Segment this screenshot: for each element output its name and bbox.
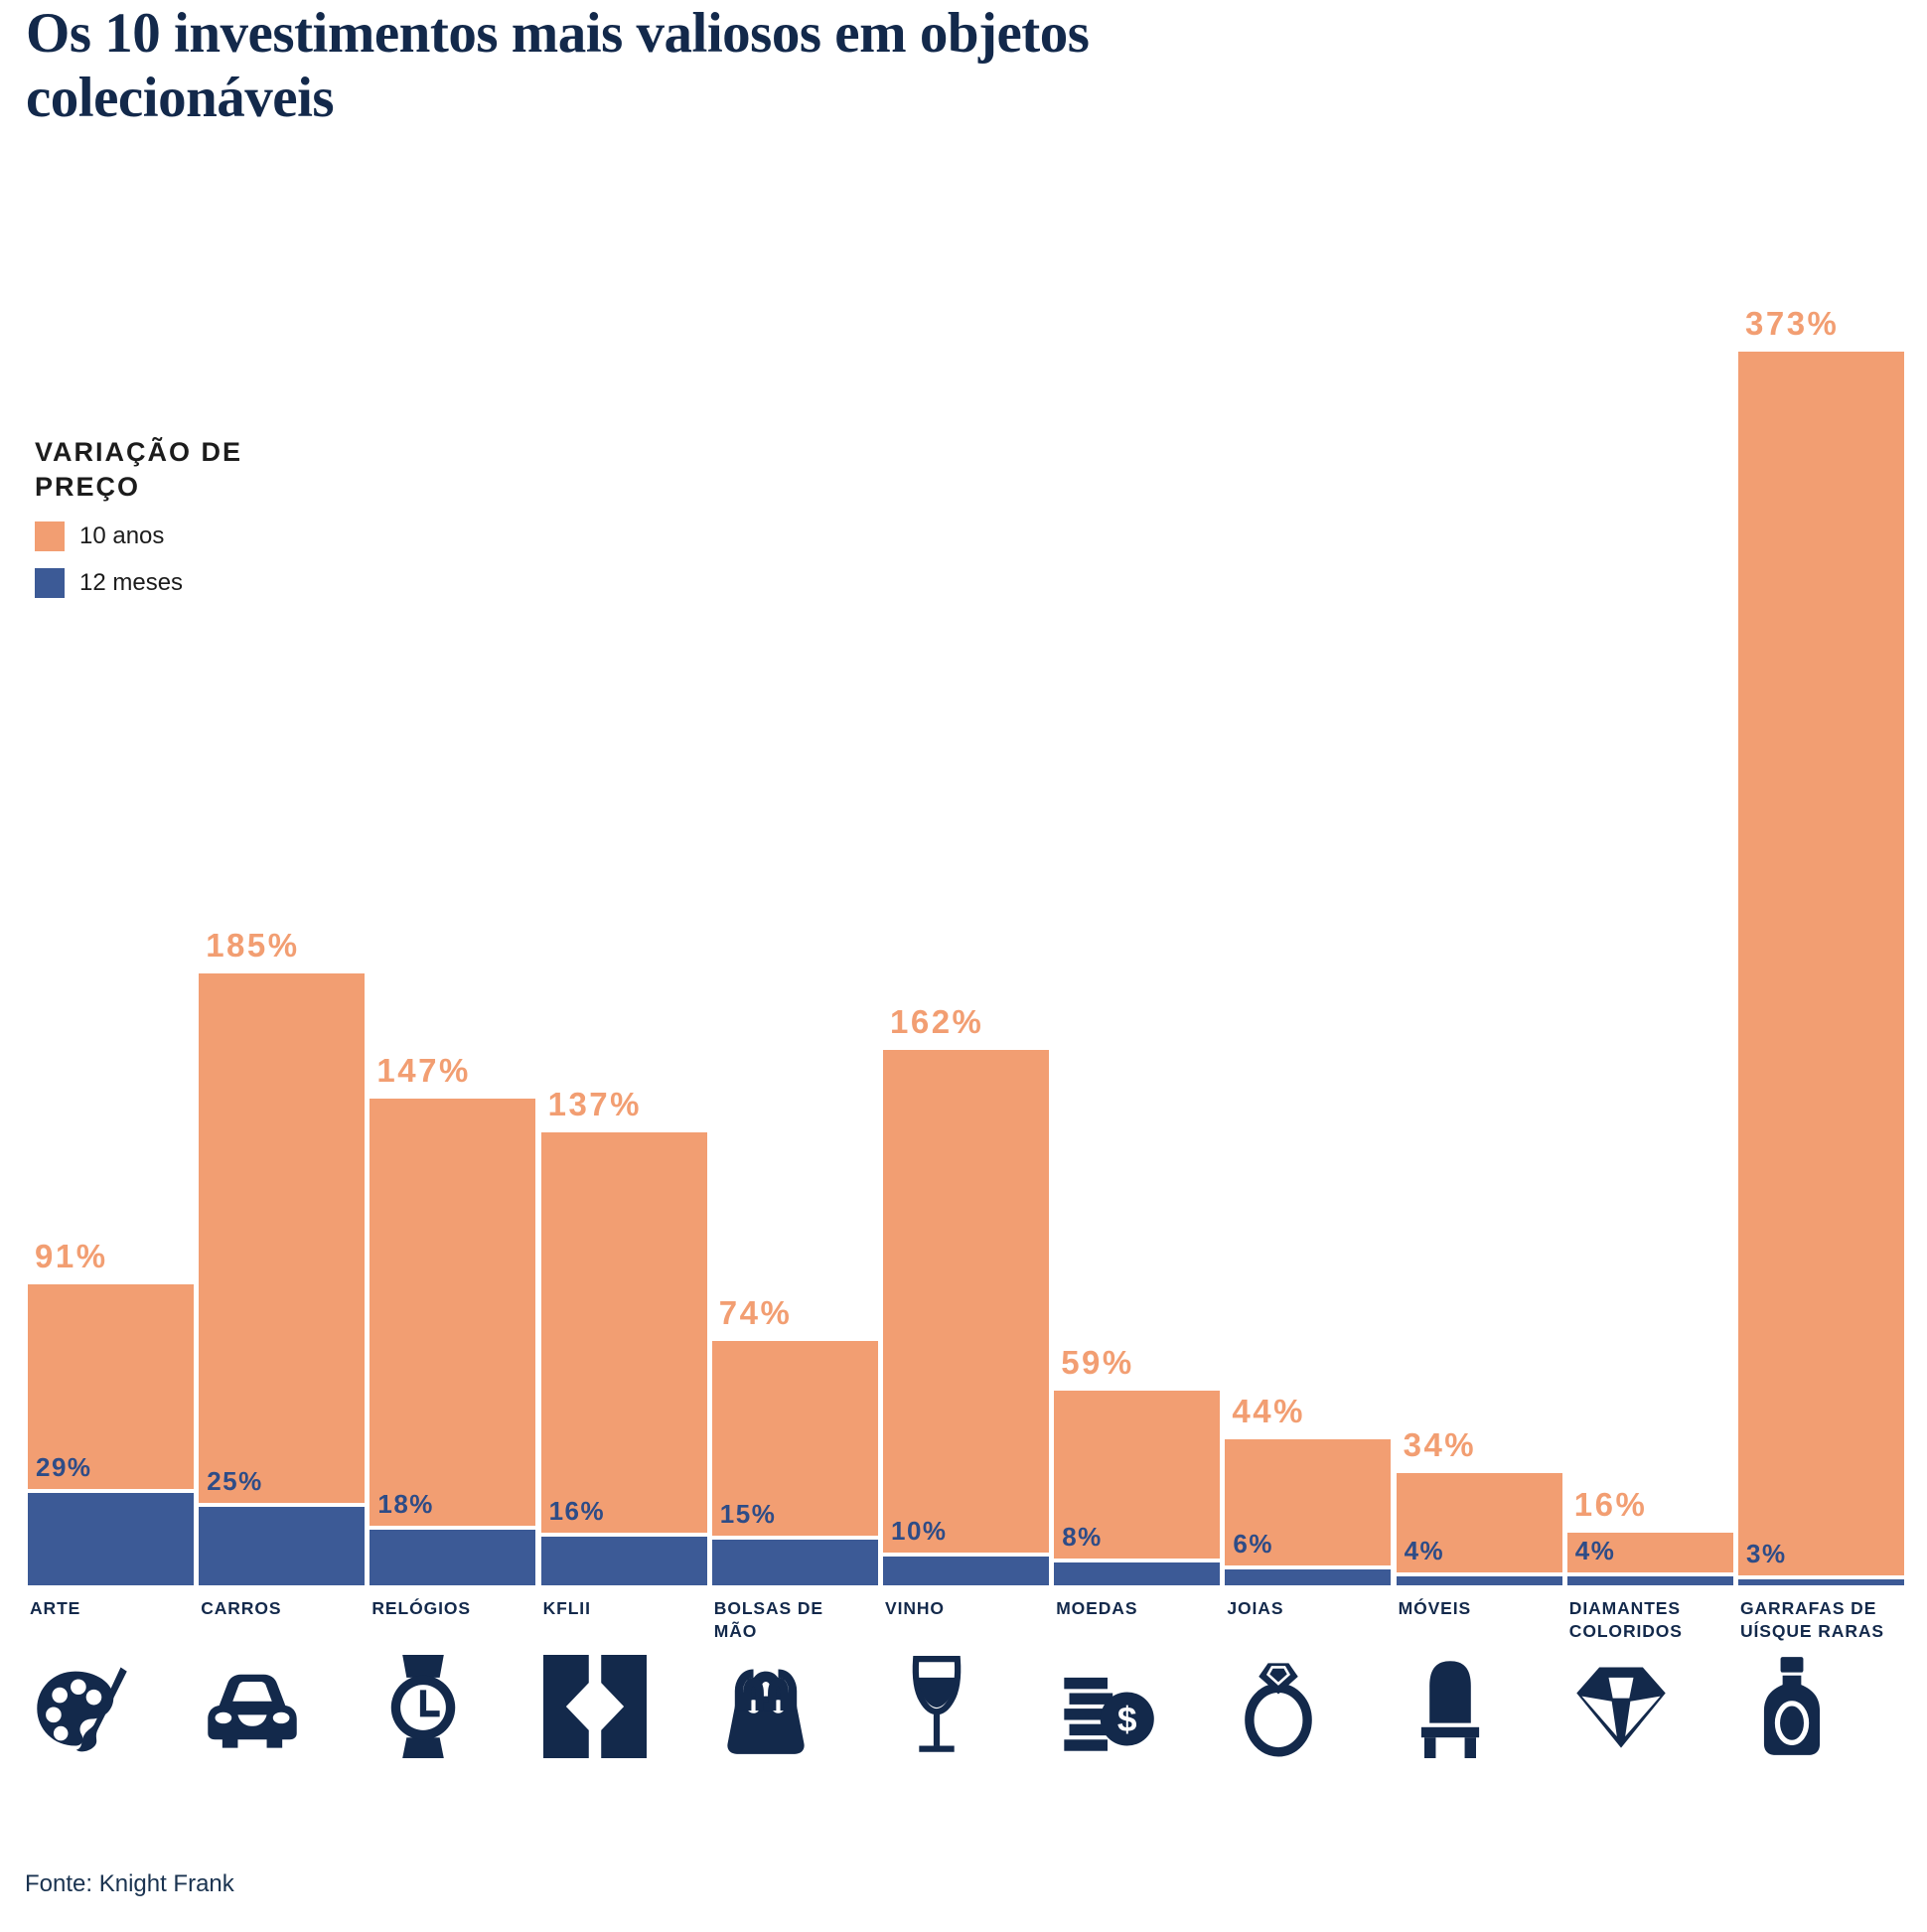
category-label-1: CARROS [201,1598,282,1618]
bar-12m-0 [28,1489,194,1585]
bar-12m-1 [199,1503,366,1585]
category-label-8: MÓVEIS [1398,1598,1472,1618]
value-label-12m: 15% [719,1499,777,1529]
category-label-3: KFLII [542,1598,591,1618]
palette-icon [30,1655,133,1758]
bar-12m-6 [1054,1559,1221,1585]
value-label-10y: 162% [890,1003,984,1040]
handbag-icon [714,1655,817,1758]
value-label-10y: 91% [35,1238,108,1274]
legend-item-10y: 10 anos [35,521,263,552]
value-label-12m: 8% [1062,1522,1103,1552]
bar-12m-8 [1396,1572,1562,1585]
category-label-5: VINHO [885,1598,945,1618]
page-title: Os 10 investimentos mais valiosos em obj… [26,2,1090,129]
diamond-icon [1569,1655,1673,1758]
value-label-10y: 74% [718,1294,793,1331]
bar-10y-7 [1225,1439,1392,1585]
bar-12m-3 [540,1533,707,1585]
bar-12m-7 [1225,1565,1392,1585]
bar-10y-8 [1396,1473,1562,1585]
category-label-2: RELÓGIOS [371,1598,471,1618]
value-label-12m: 18% [377,1489,434,1519]
value-label-12m: 10% [891,1516,948,1546]
legend-swatch-10y [35,521,65,552]
ring-icon [1227,1655,1330,1758]
bar-10y-3 [540,1132,707,1585]
category-label-10: GARRAFAS DE UÍSQUE RARAS [1740,1598,1884,1641]
chair-icon [1399,1655,1502,1758]
value-label-10y: 34% [1403,1426,1477,1463]
bar-12m-5 [883,1553,1049,1585]
whisky-bottle-icon [1740,1655,1844,1758]
value-label-12m: 16% [548,1496,606,1526]
bar-10y-2 [370,1099,536,1585]
value-label-10y: 137% [547,1086,642,1122]
car-icon [201,1655,304,1758]
category-label-9: DIAMANTES COLORIDOS [1568,1598,1683,1641]
watch-icon [371,1655,475,1758]
legend-title: VARIAÇÃO DE PREÇO [35,437,243,502]
source-note: Fonte: Knight Frank [25,1870,234,1897]
legend-item-12m: 12 meses [35,568,263,599]
category-label-6: MOEDAS [1056,1598,1138,1618]
value-label-12m: 4% [1574,1536,1616,1565]
value-label-12m: 29% [36,1452,92,1482]
value-label-10y: 44% [1232,1393,1305,1429]
bar-12m-10 [1738,1575,1904,1585]
legend-swatch-12m [35,568,65,599]
value-label-10y: 59% [1061,1344,1134,1381]
bar-10y-1 [199,973,366,1585]
bar-10y-6 [1054,1391,1221,1585]
legend-label: 12 meses [79,569,184,597]
bar-12m-2 [370,1526,536,1585]
coins-icon [1056,1655,1159,1758]
category-label-0: ARTE [30,1598,81,1618]
bar-12m-4 [711,1536,878,1585]
kflii-logo-icon [543,1655,647,1758]
category-label-7: JOIAS [1227,1598,1284,1618]
value-label-10y: 373% [1745,305,1840,342]
value-label-10y: 185% [206,927,300,964]
value-label-12m: 6% [1233,1529,1273,1559]
wine-glass-icon [885,1655,988,1758]
value-label-10y: 147% [376,1052,471,1089]
value-label-12m: 3% [1746,1539,1787,1568]
legend: VARIAÇÃO DE PREÇO 10 anos 12 meses [35,435,263,615]
bar-10y-10 [1738,352,1904,1585]
legend-label: 10 anos [79,522,165,550]
bar-12m-9 [1566,1572,1733,1585]
bar-10y-5 [883,1050,1049,1585]
legend-items: 10 anos 12 meses [35,521,263,599]
value-label-12m: 25% [207,1466,263,1496]
value-label-12m: 4% [1404,1536,1445,1565]
value-label-10y: 16% [1573,1486,1648,1523]
category-label-4: BOLSAS DE MÃO [713,1598,823,1641]
